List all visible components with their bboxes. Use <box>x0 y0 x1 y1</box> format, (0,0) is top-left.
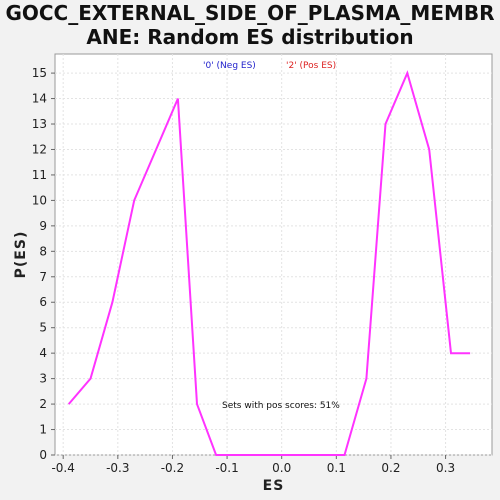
x-tick-label: -0.2 <box>161 461 184 475</box>
plot-area <box>54 53 493 456</box>
y-tick-label: 9 <box>39 219 47 233</box>
grid <box>55 54 492 456</box>
legend-pos-es: '2' (Pos ES) <box>286 61 336 71</box>
y-tick-label: 8 <box>39 244 47 258</box>
x-tick-label: 0.3 <box>436 461 455 475</box>
y-tick-label: 11 <box>32 168 47 182</box>
x-tick-label: -0.1 <box>215 461 238 475</box>
series-layer <box>67 70 471 456</box>
y-tick-label: 10 <box>32 193 47 207</box>
x-tick-label: 0.1 <box>327 461 346 475</box>
y-tick-label: 2 <box>39 397 47 411</box>
y-tick-label: 3 <box>39 372 47 386</box>
pos-scores-annotation: Sets with pos scores: 51% <box>222 401 340 411</box>
legend-neg-es: '0' (Neg ES) <box>203 61 256 71</box>
y-tick-label: 5 <box>39 321 47 335</box>
y-tick-label: 15 <box>32 66 47 80</box>
chart-title-line-1: GOCC_EXTERNAL_SIDE_OF_PLASMA_MEMBR <box>5 1 495 25</box>
es-distribution-line <box>67 70 471 456</box>
y-tick-label: 13 <box>32 117 47 131</box>
y-tick-label: 0 <box>39 448 47 462</box>
x-tick-label: -0.4 <box>51 461 74 475</box>
y-tick-label: 1 <box>39 423 47 437</box>
x-tick-label: 0.0 <box>272 461 291 475</box>
y-tick-label: 4 <box>39 346 47 360</box>
y-axis-label: P(ES) <box>13 231 29 279</box>
chart-title-line-2: ANE: Random ES distribution <box>86 25 414 49</box>
x-tick-label: -0.3 <box>106 461 129 475</box>
y-tick-label: 7 <box>39 270 47 284</box>
y-tick-label: 12 <box>32 142 47 156</box>
x-tick-label: 0.2 <box>381 461 400 475</box>
x-axis-label: ES <box>263 478 285 494</box>
chart-title: GOCC_EXTERNAL_SIDE_OF_PLASMA_MEMBR ANE: … <box>0 1 500 49</box>
y-tick-label: 14 <box>32 92 47 106</box>
y-tick-label: 6 <box>39 295 47 309</box>
